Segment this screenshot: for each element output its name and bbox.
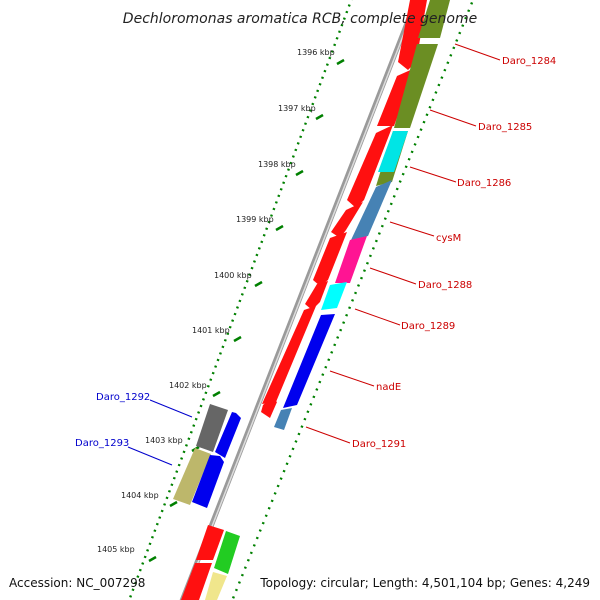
tick-mark bbox=[275, 224, 284, 232]
gene-block[interactable] bbox=[261, 398, 277, 418]
callout-line bbox=[127, 446, 173, 466]
gene-block[interactable] bbox=[196, 404, 228, 452]
gene-block[interactable] bbox=[347, 125, 393, 208]
gene-block[interactable] bbox=[377, 68, 415, 126]
gene-block[interactable] bbox=[335, 236, 367, 283]
accession-text: Accession: NC_007298 bbox=[9, 576, 145, 590]
tick-mark bbox=[254, 280, 263, 288]
tick-label: 1397 kbp bbox=[278, 104, 316, 113]
callout-line bbox=[354, 308, 401, 326]
backbone-highlight bbox=[182, 0, 418, 600]
gene-block[interactable] bbox=[313, 232, 347, 286]
genome-backbone bbox=[179, 0, 419, 600]
gene-block[interactable] bbox=[205, 572, 227, 600]
gene-label[interactable]: Daro_1284 bbox=[502, 56, 556, 67]
callouts-forward bbox=[305, 43, 501, 444]
gene-label[interactable]: Daro_1293 bbox=[75, 438, 129, 449]
tick-mark bbox=[295, 169, 304, 177]
callout-line bbox=[409, 166, 457, 183]
callouts-reverse bbox=[127, 399, 193, 466]
scale-track bbox=[127, 0, 353, 600]
tick-mark bbox=[315, 113, 324, 121]
tick-mark bbox=[169, 500, 178, 508]
reverse-strand-blocks bbox=[173, 404, 241, 508]
gene-block[interactable] bbox=[351, 180, 392, 240]
gene-block[interactable] bbox=[215, 412, 241, 458]
inner-gene-blocks bbox=[205, 0, 450, 600]
tick-label: 1398 kbp bbox=[258, 160, 296, 169]
tick-mark bbox=[212, 390, 221, 398]
gene-block[interactable] bbox=[196, 525, 224, 560]
scale-ticks: 1396 kbp 1397 kbp 1398 kbp 1399 kbp 1400… bbox=[97, 48, 345, 563]
gene-block[interactable] bbox=[262, 306, 316, 404]
gene-block[interactable] bbox=[181, 563, 212, 600]
gene-block[interactable] bbox=[173, 448, 211, 505]
tick-label: 1400 kbp bbox=[214, 271, 252, 280]
tick-label: 1404 kbp bbox=[121, 491, 159, 500]
gene-block[interactable] bbox=[331, 202, 363, 238]
callout-line bbox=[329, 370, 375, 387]
gene-block[interactable] bbox=[305, 281, 328, 310]
tick-label: 1401 kbp bbox=[192, 326, 230, 335]
tick-label: 1399 kbp bbox=[236, 215, 274, 224]
gene-block[interactable] bbox=[321, 282, 347, 310]
gene-block[interactable] bbox=[398, 0, 427, 70]
gene-block[interactable] bbox=[418, 0, 450, 38]
tick-label: 1396 kbp bbox=[297, 48, 335, 57]
genome-summary: Topology: circular; Length: 4,501,104 bp… bbox=[259, 576, 590, 590]
gene-label[interactable]: Daro_1291 bbox=[352, 439, 406, 450]
map-title: Dechloromonas aromatica RCB, complete ge… bbox=[123, 11, 477, 27]
gene-label[interactable]: Daro_1292 bbox=[96, 392, 150, 403]
gene-label[interactable]: cysM bbox=[436, 233, 461, 244]
gene-block[interactable] bbox=[214, 531, 240, 574]
tick-label: 1405 kbp bbox=[97, 545, 135, 554]
tick-mark bbox=[233, 335, 242, 343]
callout-line bbox=[454, 43, 501, 61]
gene-block[interactable] bbox=[283, 314, 335, 408]
gene-block[interactable] bbox=[274, 408, 292, 430]
tick-mark bbox=[336, 58, 345, 66]
gene-label[interactable]: Daro_1285 bbox=[478, 122, 532, 133]
inner-track bbox=[231, 0, 475, 600]
tick-label: 1402 kbp bbox=[169, 381, 207, 390]
tick-label: 1403 kbp bbox=[145, 436, 183, 445]
callout-line bbox=[369, 267, 417, 285]
callout-line bbox=[429, 109, 477, 127]
forward-strand-blocks bbox=[181, 0, 427, 600]
tick-mark bbox=[148, 555, 157, 563]
callout-line bbox=[305, 426, 351, 444]
callout-line bbox=[389, 221, 435, 237]
gene-label[interactable]: Daro_1286 bbox=[457, 178, 511, 189]
gene-label[interactable]: Daro_1289 bbox=[401, 321, 455, 332]
gene-block[interactable] bbox=[378, 131, 408, 172]
gene-block[interactable] bbox=[394, 44, 438, 128]
callout-line bbox=[149, 399, 193, 418]
gene-block[interactable] bbox=[192, 455, 224, 508]
gene-label[interactable]: nadE bbox=[376, 382, 401, 393]
gene-label[interactable]: Daro_1288 bbox=[418, 280, 472, 291]
